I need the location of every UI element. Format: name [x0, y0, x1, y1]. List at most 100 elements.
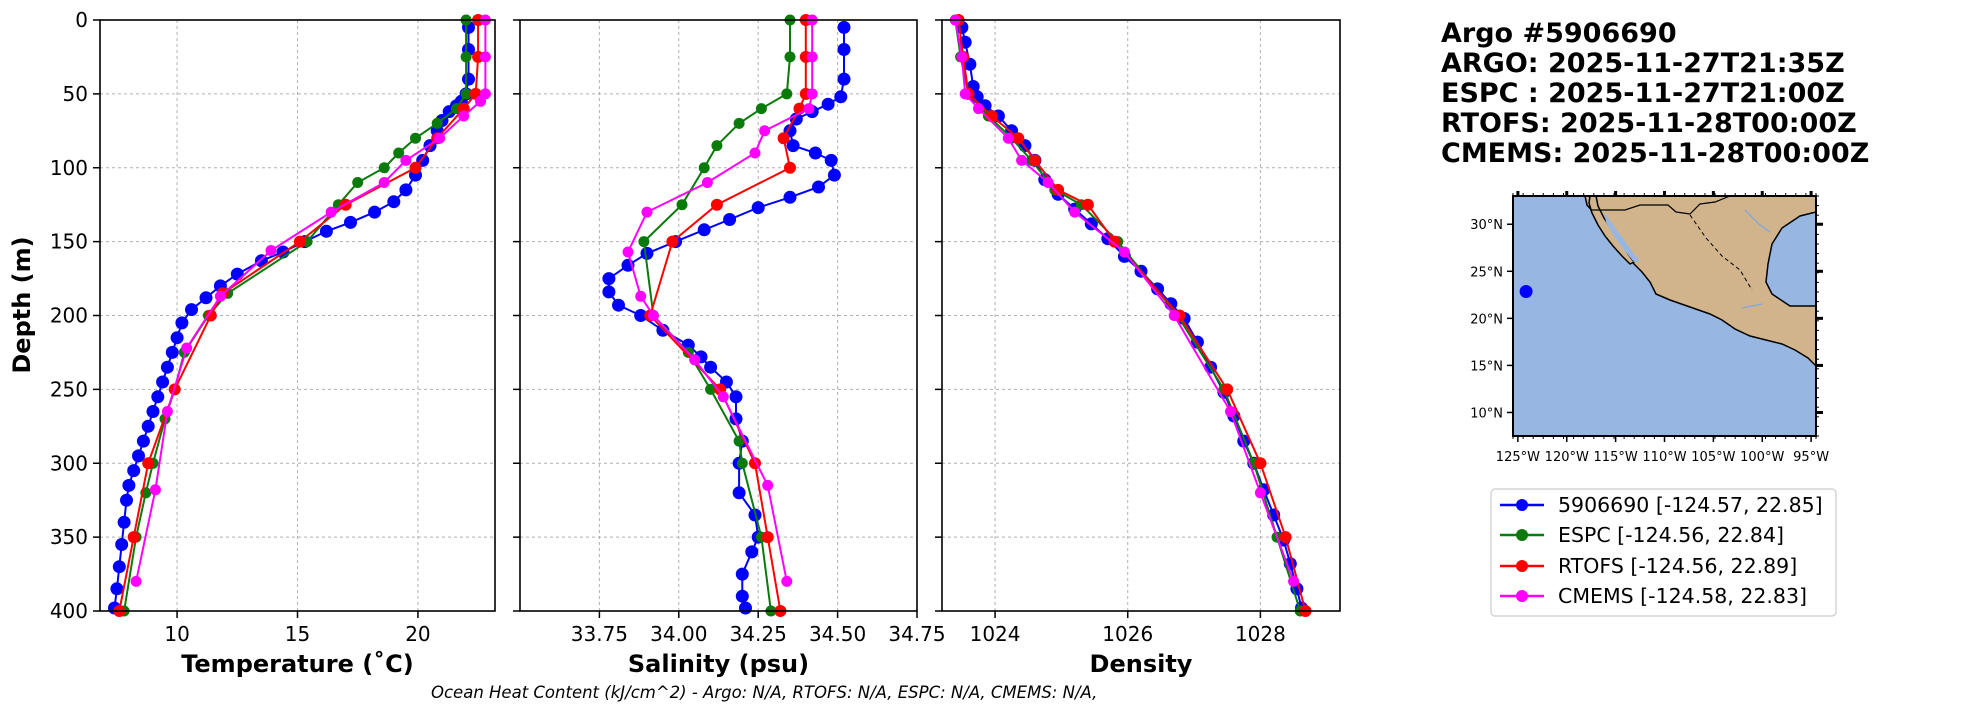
temperature-point-argo-37: [117, 515, 131, 529]
temperature-point-rtofs-11: [142, 457, 155, 470]
map-lon-label-1: 120°W: [1545, 450, 1589, 465]
density-point-cmems-7: [1069, 206, 1081, 218]
map-lat-label-1: 25°N: [1470, 265, 1503, 280]
salinity-point-espc-7: [676, 199, 688, 211]
salinity-point-rtofs-7: [666, 235, 679, 248]
map-lat-label-3: 15°N: [1470, 359, 1503, 374]
salinity-point-cmems-14: [781, 575, 793, 587]
temperature-point-rtofs-9: [204, 309, 217, 322]
density-point-cmems-1: [956, 51, 968, 63]
density-line-cmems: [954, 19, 1295, 582]
density-point-rtofs-11: [1254, 457, 1267, 470]
salinity-point-argo-38: [735, 589, 749, 603]
legend-marker-rtofs: [1516, 560, 1528, 572]
map-lat-label-4: 10°N: [1470, 406, 1503, 421]
legend-label-argo: 5906690 [-124.57, 22.85]: [1558, 493, 1823, 517]
salinity-point-cmems-1: [806, 51, 818, 63]
temperature-point-argo-24: [175, 316, 189, 330]
ytick-label-2: 100: [50, 156, 88, 180]
temperature-point-argo-16: [319, 224, 333, 238]
temperature-point-rtofs-7: [293, 235, 306, 248]
salinity-point-cmems-13: [762, 479, 774, 491]
salinity-point-argo-23: [634, 309, 648, 322]
salinity-point-rtofs-11: [761, 531, 774, 544]
title-line-argo-id: Argo #5906690: [1441, 18, 1677, 49]
density-xtick-label-1: 1026: [1102, 622, 1153, 646]
salinity-xtick-label-3: 34.50: [809, 622, 866, 646]
ytick-label-5: 250: [50, 377, 88, 401]
temperature-point-argo-23: [185, 303, 198, 317]
temperature-xtick-label-0: 10: [164, 622, 189, 646]
salinity-point-argo-0: [837, 20, 851, 34]
salinity-point-argo-37: [735, 567, 749, 581]
temperature-point-argo-27: [160, 360, 174, 374]
temperature-line-cmems: [135, 20, 487, 582]
salinity-point-argo-3: [834, 90, 848, 104]
temperature-xtick-label-1: 15: [285, 622, 310, 646]
lake-line: [1741, 303, 1763, 309]
temperature-point-cmems-6: [400, 154, 412, 166]
temperature-point-cmems-7: [378, 177, 390, 188]
temperature-point-argo-22: [199, 291, 213, 305]
salinity-point-cmems-10: [647, 310, 659, 321]
salinity-point-argo-14: [751, 201, 765, 215]
legend-item-rtofs: RTOFS [-124.56, 22.89]: [1500, 554, 1797, 578]
density-point-cmems-3: [973, 103, 984, 115]
temperature-xtick-label-2: 20: [405, 622, 430, 646]
ytick-label-0: 0: [75, 8, 88, 32]
map-lat-label-2: 20°N: [1470, 312, 1503, 327]
salinity-point-rtofs-6: [710, 198, 723, 211]
temperature-point-espc-4: [431, 117, 443, 129]
salinity-line-espc: [642, 20, 791, 612]
legend-label-cmems: CMEMS [-124.58, 22.83]: [1558, 584, 1807, 608]
legend-item-argo: 5906690 [-124.57, 22.85]: [1500, 493, 1823, 517]
density-xtick-label-0: 1024: [970, 622, 1021, 646]
temperature-point-cmems-10: [214, 290, 226, 302]
salinity-point-argo-4: [821, 97, 835, 111]
salinity-point-argo-8: [786, 139, 800, 153]
temperature-point-espc-5: [410, 132, 421, 144]
temperature-point-cmems-1: [479, 51, 491, 63]
salinity-point-cmems-12: [717, 391, 729, 403]
salinity-point-espc-11: [705, 383, 717, 395]
density-point-cmems-4: [1002, 132, 1014, 144]
salinity-point-espc-8: [638, 236, 650, 248]
density-line-argo: [960, 27, 1303, 609]
temperature-point-espc-6: [393, 147, 405, 159]
legend-marker-cmems: [1516, 590, 1528, 602]
y-axis-label: Depth (m): [8, 236, 36, 373]
temperature-xlabel: Temperature (˚C): [181, 650, 414, 678]
salinity-point-espc-4: [733, 117, 745, 129]
salinity-point-argo-16: [697, 223, 711, 237]
salinity-point-espc-3: [755, 103, 767, 115]
temperature-point-espc-1: [460, 51, 472, 63]
map-lon-label-4: 105°W: [1691, 450, 1735, 465]
temperature-point-argo-14: [368, 205, 382, 219]
temperature-point-espc-2: [460, 88, 472, 100]
salinity-point-cmems-4: [759, 125, 771, 137]
salinity-point-cmems-8: [622, 246, 634, 258]
density-point-cmems-11: [1254, 487, 1266, 499]
ohc-footer: Ocean Heat Content (kJ/cm^2) - Argo: N/A…: [431, 683, 1097, 702]
salinity-point-cmems-9: [635, 290, 647, 302]
salinity-point-argo-13: [783, 190, 797, 204]
salinity-point-espc-6: [698, 162, 710, 174]
salinity-line-argo: [607, 27, 845, 609]
map-lon-label-5: 100°W: [1740, 450, 1784, 465]
salinity-point-argo-15: [723, 213, 737, 226]
temperature-point-cmems-14: [130, 575, 142, 587]
salinity-point-espc-1: [784, 51, 796, 63]
temperature-point-argo-33: [132, 449, 145, 463]
map-lon-label-0: 125°W: [1496, 450, 1540, 465]
density-point-rtofs-8: [1108, 235, 1121, 248]
density-point-cmems-5: [1016, 154, 1028, 166]
title-block: Argo #5906690 ARGO: 2025-11-27T21:35Z ES…: [1441, 18, 1869, 169]
temperature-point-cmems-8: [325, 206, 337, 218]
temperature-point-cmems-9: [265, 245, 277, 256]
salinity-point-argo-29: [729, 390, 743, 404]
ytick-label-4: 200: [50, 304, 88, 328]
density-panel: 1024 1026 1028 Density: [935, 14, 1341, 678]
salinity-point-argo-18: [640, 246, 654, 260]
temperature-point-argo-20: [230, 267, 244, 281]
salinity-point-rtofs-4: [777, 132, 790, 145]
